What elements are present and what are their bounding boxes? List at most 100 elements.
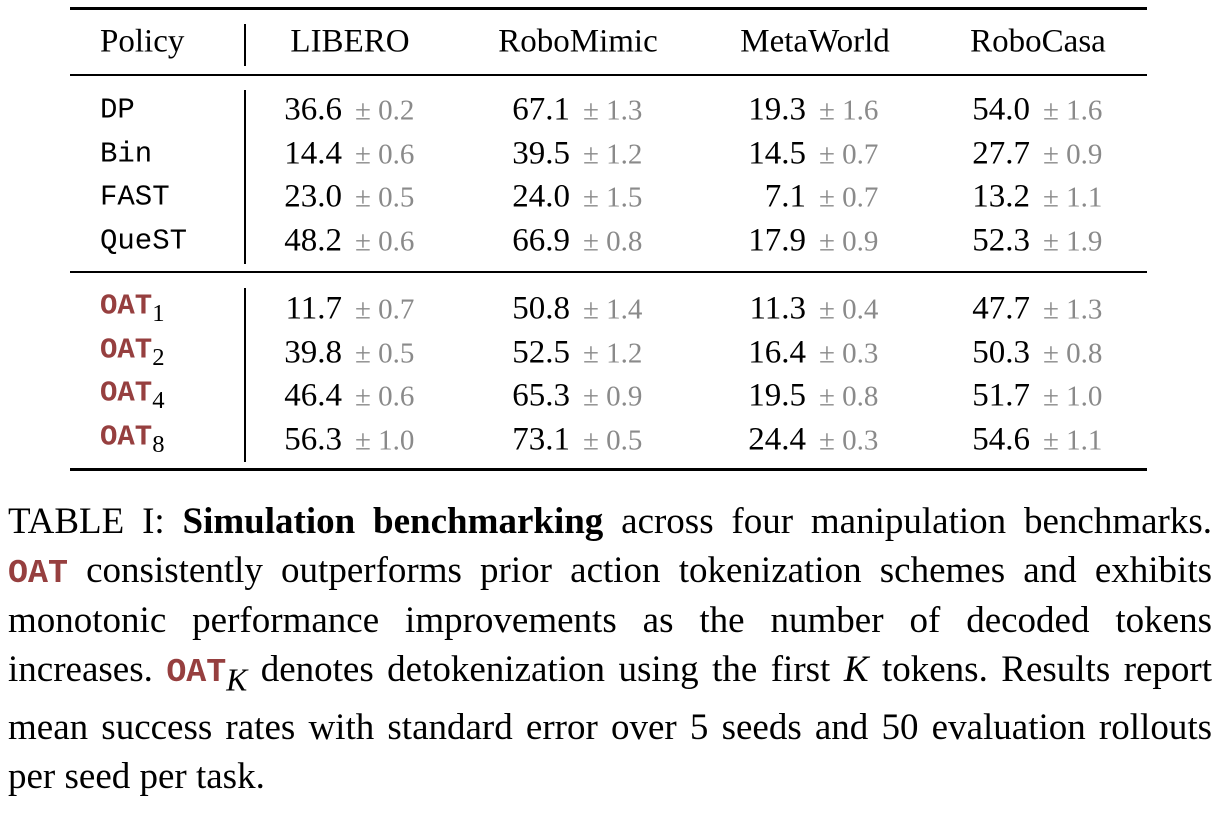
caption-italic: K bbox=[843, 648, 869, 690]
std-error: ± 0.7 bbox=[819, 181, 879, 214]
mean-value: 17.9 bbox=[748, 222, 806, 258]
std-error: ± 1.9 bbox=[1043, 225, 1103, 257]
mean-value: 39.8 bbox=[284, 334, 342, 370]
column-header: LIBERO bbox=[290, 23, 410, 60]
policy-name: OAT8 bbox=[100, 422, 165, 457]
std-error: ± 0.4 bbox=[819, 293, 879, 326]
header-rule bbox=[70, 74, 1147, 76]
std-error: ± 0.9 bbox=[1043, 138, 1103, 170]
policy-name: DP bbox=[100, 96, 135, 125]
mean-value: 47.7 bbox=[972, 290, 1030, 327]
caption-bold: Simulation benchmarking bbox=[182, 501, 604, 542]
std-error: ± 1.6 bbox=[1043, 94, 1103, 127]
std-error: ± 0.2 bbox=[355, 94, 415, 127]
mean-value: 50.3 bbox=[972, 334, 1030, 370]
std-error: ± 1.0 bbox=[355, 424, 415, 456]
caption-method: OAT bbox=[8, 553, 68, 592]
std-error: ± 0.3 bbox=[819, 337, 879, 369]
mean-value: 7.1 bbox=[764, 178, 806, 215]
std-error: ± 0.6 bbox=[355, 138, 415, 170]
policy-label: QueST bbox=[100, 224, 188, 257]
std-error: ± 0.9 bbox=[819, 225, 879, 257]
caption-text: tokens. Results report mean success rate… bbox=[8, 648, 1213, 797]
policy-label: DP bbox=[100, 93, 135, 127]
mean-value: 24.4 bbox=[748, 421, 806, 457]
mean-value: 54.6 bbox=[972, 421, 1030, 457]
caption-subscript: K bbox=[226, 661, 248, 697]
std-error: ± 0.8 bbox=[1043, 337, 1103, 369]
policy-label: OAT4 bbox=[100, 376, 165, 414]
mean-value: 52.3 bbox=[972, 222, 1030, 258]
policy-label: Bin bbox=[100, 137, 153, 170]
std-error: ± 0.8 bbox=[819, 380, 879, 413]
mean-value: 39.5 bbox=[512, 135, 570, 171]
std-error: ± 0.9 bbox=[583, 380, 643, 413]
caption-text: across four manipulation benchmarks. bbox=[621, 501, 1212, 542]
mean-value: 36.6 bbox=[284, 91, 342, 128]
top-rule bbox=[70, 7, 1147, 10]
std-error: ± 1.3 bbox=[1043, 293, 1103, 326]
policy-label: OAT1 bbox=[100, 289, 165, 327]
caption-method: OAT bbox=[166, 652, 227, 691]
std-error: ± 1.2 bbox=[583, 138, 643, 170]
mean-value: 54.0 bbox=[972, 91, 1030, 128]
mean-value: 11.7 bbox=[285, 290, 342, 327]
bottom-rule bbox=[70, 468, 1147, 471]
caption-text: denotes detokenization using the first bbox=[260, 648, 831, 690]
group-rule bbox=[70, 271, 1147, 273]
std-error: ± 0.6 bbox=[355, 225, 415, 257]
policy-subscript: 4 bbox=[152, 386, 165, 414]
std-error: ± 1.1 bbox=[1043, 181, 1103, 214]
mean-value: 27.7 bbox=[972, 135, 1030, 171]
mean-value: 24.0 bbox=[512, 178, 570, 215]
mean-value: 67.1 bbox=[512, 91, 570, 128]
caption: TABLE I: Simulation benchmarking across … bbox=[8, 498, 1212, 801]
std-error: ± 1.1 bbox=[1043, 424, 1103, 456]
std-error: ± 0.5 bbox=[583, 424, 643, 456]
column-divider bbox=[244, 288, 246, 462]
std-error: ± 0.5 bbox=[355, 337, 415, 369]
policy-subscript: 8 bbox=[152, 430, 165, 458]
column-header: MetaWorld bbox=[740, 23, 890, 60]
policy-label: OAT8 bbox=[100, 419, 165, 458]
policy-subscript: 1 bbox=[152, 299, 165, 327]
std-error: ± 0.6 bbox=[355, 380, 415, 413]
mean-value: 23.0 bbox=[284, 178, 342, 215]
policy-name: FAST bbox=[100, 183, 170, 212]
mean-value: 51.7 bbox=[972, 377, 1030, 414]
mean-value: 46.4 bbox=[284, 377, 342, 414]
std-error: ± 1.3 bbox=[583, 94, 643, 127]
std-error: ± 1.5 bbox=[583, 181, 643, 214]
policy-subscript: 2 bbox=[152, 343, 165, 371]
mean-value: 13.2 bbox=[972, 178, 1030, 215]
mean-value: 14.5 bbox=[748, 135, 806, 171]
column-header: Policy bbox=[100, 23, 185, 60]
caption-text: TABLE I: bbox=[8, 501, 165, 542]
mean-value: 65.3 bbox=[512, 377, 570, 414]
mean-value: 48.2 bbox=[284, 222, 342, 258]
mean-value: 52.5 bbox=[512, 334, 570, 370]
policy-name: QueST bbox=[100, 226, 187, 255]
mean-value: 19.3 bbox=[748, 91, 806, 128]
column-header: RoboCasa bbox=[970, 23, 1106, 60]
policy-name: OAT2 bbox=[100, 335, 165, 370]
column-divider bbox=[244, 24, 246, 66]
std-error: ± 0.7 bbox=[355, 293, 415, 326]
mean-value: 66.9 bbox=[512, 222, 570, 258]
std-error: ± 1.0 bbox=[1043, 380, 1103, 413]
mean-value: 14.4 bbox=[284, 135, 342, 171]
column-divider bbox=[244, 90, 246, 264]
policy-label: FAST bbox=[100, 180, 170, 214]
column-header: RoboMimic bbox=[498, 23, 658, 60]
mean-value: 56.3 bbox=[284, 421, 342, 457]
caption-text: consistently outperforms prior action to… bbox=[8, 549, 1213, 690]
policy-name: OAT4 bbox=[100, 378, 165, 413]
std-error: ± 0.7 bbox=[819, 138, 879, 170]
policy-name: Bin bbox=[100, 139, 152, 168]
mean-value: 73.1 bbox=[512, 421, 570, 457]
policy-name: OAT1 bbox=[100, 291, 165, 326]
mean-value: 11.3 bbox=[749, 290, 806, 327]
mean-value: 50.8 bbox=[512, 290, 570, 327]
std-error: ± 1.2 bbox=[583, 337, 643, 369]
